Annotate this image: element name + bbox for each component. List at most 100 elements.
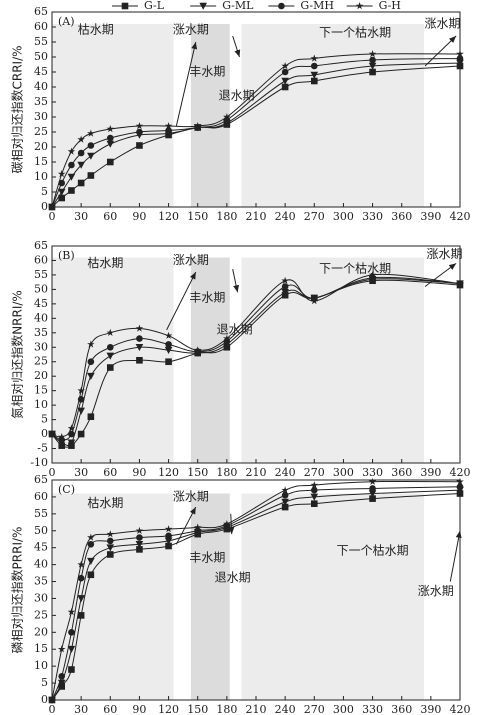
y-tick-label: 60 xyxy=(34,253,48,266)
marker xyxy=(456,50,464,58)
x-tick-label: 120 xyxy=(158,466,179,479)
annotation: 涨水期 xyxy=(425,16,461,31)
x-tick-label: 90 xyxy=(132,703,146,715)
marker xyxy=(281,62,289,70)
marker xyxy=(57,645,66,653)
marker xyxy=(135,541,144,549)
marker xyxy=(57,433,66,441)
y-tick-label: 55 xyxy=(34,268,48,281)
annotation: 丰水期 xyxy=(189,550,225,564)
annotation: 丰水期 xyxy=(189,65,225,79)
marker xyxy=(193,523,202,531)
marker xyxy=(67,645,76,654)
marker xyxy=(281,486,289,494)
marker xyxy=(223,334,231,342)
y-tick-label: -5 xyxy=(37,442,48,455)
marker xyxy=(135,324,144,332)
y-axis-title: 磷相对归还指数PRRI/% xyxy=(10,527,25,654)
marker xyxy=(58,194,66,202)
annotation: 退水期 xyxy=(219,89,255,103)
y-tick-label: 35 xyxy=(34,95,48,108)
annotation: 下一个枯水期 xyxy=(319,25,391,40)
shaded-region xyxy=(241,493,425,700)
marker xyxy=(77,574,85,582)
marker xyxy=(281,491,289,499)
x-tick-label: 60 xyxy=(103,210,117,223)
marker xyxy=(77,386,85,394)
y-tick-label: 50 xyxy=(34,282,48,295)
annotation-arrow xyxy=(175,41,198,127)
x-tick-label: 270 xyxy=(304,703,325,715)
marker xyxy=(368,62,377,70)
marker xyxy=(281,77,289,85)
x-tick-label: 30 xyxy=(74,466,88,479)
x-tick-label: 120 xyxy=(158,703,179,715)
series-markers xyxy=(48,271,464,441)
x-tick-label: 0 xyxy=(49,210,56,223)
x-tick-label: 60 xyxy=(103,703,117,715)
x-tick-label: 330 xyxy=(362,210,383,223)
y-tick-label: 30 xyxy=(34,110,48,123)
series-markers xyxy=(48,477,464,704)
marker xyxy=(164,122,173,130)
shaded-region xyxy=(241,24,425,207)
y-tick-label: 5 xyxy=(41,413,48,426)
x-tick-label: 360 xyxy=(391,703,412,715)
marker xyxy=(223,520,231,528)
x-tick-label: 360 xyxy=(391,210,412,223)
marker xyxy=(68,629,75,636)
x-tick-label: 240 xyxy=(275,466,296,479)
marker xyxy=(77,149,85,157)
marker xyxy=(106,134,114,142)
annotation: 枯水期 xyxy=(87,495,123,510)
x-tick-label: 180 xyxy=(216,210,237,223)
y-tick-label: 45 xyxy=(34,541,48,554)
marker xyxy=(48,696,56,704)
marker xyxy=(106,352,115,360)
x-tick-label: 240 xyxy=(275,703,296,715)
x-tick-label: 30 xyxy=(74,703,88,715)
y-tick-label: 35 xyxy=(34,575,48,588)
x-tick-label: 420 xyxy=(450,703,471,715)
marker xyxy=(136,546,143,553)
annotation-arrow xyxy=(232,269,240,293)
x-tick-label: 150 xyxy=(187,210,208,223)
y-tick-label: 15 xyxy=(34,155,48,168)
marker xyxy=(77,135,85,143)
marker xyxy=(165,542,172,550)
marker xyxy=(281,498,289,506)
annotation: 涨水期 xyxy=(426,246,462,261)
marker xyxy=(106,343,114,351)
marker xyxy=(369,485,376,492)
legend-label: G-L xyxy=(144,0,165,12)
marker xyxy=(135,526,144,534)
legend-label: G-H xyxy=(379,0,401,12)
marker xyxy=(136,534,143,541)
shaded-region xyxy=(241,257,425,463)
x-tick-label: 360 xyxy=(391,466,412,479)
marker xyxy=(77,179,85,187)
marker xyxy=(281,503,289,511)
y-axis-title: 碳相对归还指数CRRI/% xyxy=(10,45,25,173)
marker xyxy=(106,158,114,166)
annotation: 涨水期 xyxy=(173,252,209,267)
x-tick-label: 420 xyxy=(450,466,471,479)
annotation: 下一个枯水期 xyxy=(319,261,391,276)
x-tick-label: 210 xyxy=(246,466,267,479)
marker xyxy=(368,490,377,498)
marker xyxy=(48,203,56,211)
y-tick-label: 45 xyxy=(34,297,48,310)
y-tick-label: 15 xyxy=(34,642,48,655)
marker xyxy=(58,673,66,680)
marker xyxy=(135,343,144,352)
x-tick-label: 120 xyxy=(158,210,179,223)
series-markers xyxy=(48,50,464,211)
marker xyxy=(136,335,143,342)
marker xyxy=(310,500,318,507)
x-tick-label: 90 xyxy=(132,210,146,223)
y-tick-label: 25 xyxy=(34,355,48,368)
annotation: 退水期 xyxy=(215,571,251,585)
y-tick-label: 0 xyxy=(41,693,48,706)
marker xyxy=(456,279,464,287)
y-tick-label: 0 xyxy=(41,427,48,440)
